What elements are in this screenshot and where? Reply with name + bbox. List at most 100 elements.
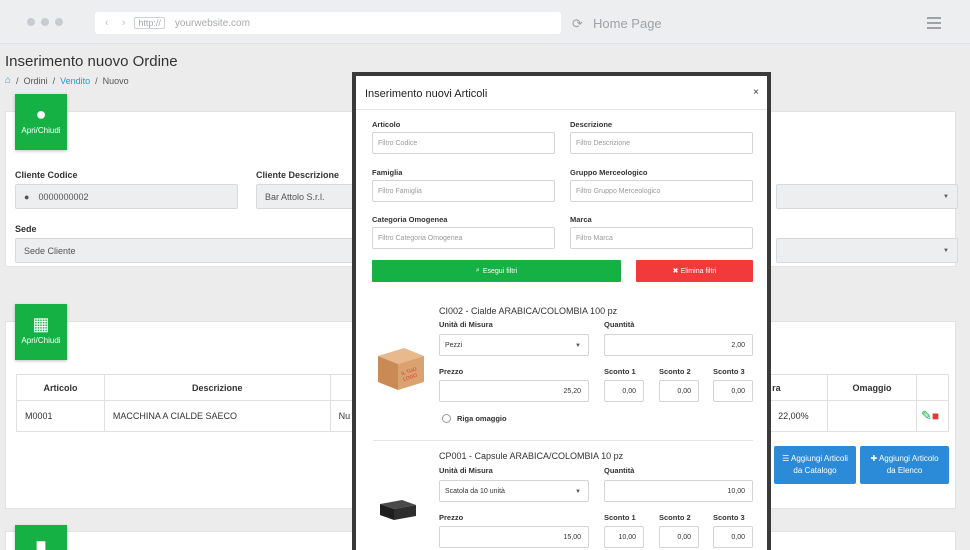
descrizione-label: Descrizione [570,120,613,129]
riga-omaggio-radio[interactable] [442,414,451,423]
famiglia-filter-input[interactable]: Filtro Famiglia [372,180,555,202]
plus-icon: ✚ [870,454,879,463]
prezzo-label: Prezzo [439,513,464,522]
product-title: CI002 - Cialde ARABICA/COLOMBIA 100 pz [439,306,618,316]
prezzo-input[interactable]: 25,20 [439,380,589,402]
nav-arrows-icon[interactable]: ‹ › [105,17,131,29]
chevron-down-icon: ▼ [575,489,581,495]
sede-select[interactable]: Sede Cliente [15,238,355,263]
page-title: Inserimento nuovo Ordine [5,53,178,70]
gruppo-label: Gruppo Merceologico [570,168,648,177]
sede-label: Sede [15,224,37,234]
window-dot[interactable] [27,18,35,26]
browser-toolbar: ‹ › http:// yourwebsite.com ⟳ Home Page [0,0,970,44]
black-box-icon [380,500,416,520]
sede-select-right[interactable]: ▼ [776,238,958,263]
sconto2-label: Sconto 2 [659,367,691,376]
cell-sconto: 22,00% [769,400,829,432]
edit-icon[interactable]: ✎ [920,408,932,423]
address-bar[interactable]: ‹ › http:// yourwebsite.com [95,12,561,34]
cliente-descrizione-label: Cliente Descrizione [256,170,340,180]
home-icon[interactable]: ⌂ [5,75,12,86]
col-omaggio: Omaggio [827,374,917,401]
sconto2-label: Sconto 2 [659,513,691,522]
gruppo-filter-input[interactable]: Filtro Gruppo Merceologico [570,180,753,202]
prezzo-label: Prezzo [439,367,464,376]
cell-articolo: M0001 [16,400,105,432]
cliente-codice-label: Cliente Codice [15,170,78,180]
col-articolo: Articolo [16,374,105,401]
breadcrumb-vendito[interactable]: Vendito [60,75,91,86]
search-icon: ⌕ [475,267,480,274]
elimina-filtri-button[interactable]: ✖ Elimina filtri [636,260,753,282]
col-sconto: ra [769,374,829,401]
product-title: CP001 - Capsule ARABICA/COLOMBIA 10 pz [439,451,624,461]
sconto1-input[interactable]: 10,00 [604,526,644,548]
delete-icon[interactable]: ■ [931,409,940,423]
aggiungi-elenco-button[interactable]: ✚ Aggiungi Articolo da Elenco [860,446,949,484]
riga-omaggio-label: Riga omaggio [457,414,507,423]
descrizione-filter-input[interactable]: Filtro Descrizione [570,132,753,154]
um-label: Unità di Misura [439,320,493,329]
sconto3-input[interactable]: 0,00 [713,380,753,402]
sconto2-input[interactable]: 0,00 [659,526,699,548]
protocol-badge: http:// [134,17,165,29]
customer-select[interactable]: ▼ [776,184,958,209]
cell-descrizione: MACCHINA A CIALDE SAECO [103,400,331,432]
articles-toggle-button[interactable]: ▦ Apri/Chiudi [15,304,67,360]
quantita-input[interactable]: 2,00 [604,334,753,356]
breadcrumb: ⌂ / Ordini / Vendito / Nuovo [5,75,129,86]
sconto1-label: Sconto 1 [604,513,636,522]
chevron-down-icon: ▼ [575,343,581,349]
breadcrumb-nuovo: Nuovo [102,75,129,86]
sconto1-input[interactable]: 0,00 [604,380,644,402]
cardboard-box-icon [378,348,424,390]
reload-icon[interactable]: ⟳ [572,16,583,31]
customer-toggle-button[interactable]: ● Apri/Chiudi [15,94,67,150]
window-dot[interactable] [55,18,63,26]
um-select[interactable]: Pezzi ▼ [439,334,589,356]
home-page-link[interactable]: Home Page [593,16,662,31]
sconto3-label: Sconto 3 [713,367,745,376]
marca-filter-input[interactable]: Filtro Marca [570,227,753,249]
quantita-label: Quantità [604,466,635,475]
window-controls [27,18,63,26]
url-text[interactable]: yourwebsite.com [174,17,250,29]
esegui-filtri-button[interactable]: ⌕ Esegui filtri [372,260,621,282]
categoria-filter-input[interactable]: Filtro Categoria Omogenea [372,227,555,249]
sconto1-label: Sconto 1 [604,367,636,376]
quantita-label: Quantità [604,320,635,329]
chevron-down-icon: ▼ [943,194,949,200]
col-actions [915,374,950,401]
aggiungi-catalogo-button[interactable]: ☰ Aggiungi Articoli da Catalogo [774,446,856,484]
window-dot[interactable] [41,18,49,26]
sconto3-label: Sconto 3 [713,513,745,522]
modal-header: Inserimento nuovi Articoli × [356,76,767,110]
breadcrumb-ordini[interactable]: Ordini [23,75,48,86]
boxes-icon: ▦ [32,314,50,334]
user-icon: ● [35,104,47,124]
cliente-descrizione-field[interactable]: Bar Attolo S.r.l. [256,184,356,209]
product-divider [373,440,753,441]
prezzo-input[interactable]: 15,00 [439,526,589,548]
sconto3-input[interactable]: 0,00 [713,526,753,548]
menu-icon[interactable] [927,17,941,32]
cell-omaggio [827,400,917,432]
sconto2-input[interactable]: 0,00 [659,380,699,402]
chevron-down-icon: ▼ [943,248,949,254]
user-icon: ● [24,191,30,202]
col-descrizione: Descrizione [103,374,331,401]
articolo-label: Articolo [372,120,401,129]
articolo-filter-input[interactable]: Filtro Codice [372,132,555,154]
close-icon: ✖ [672,268,679,275]
cliente-codice-field[interactable]: ● 0000000002 [15,184,238,209]
modal-title: Inserimento nuovi Articoli [365,88,488,100]
third-toggle-button[interactable]: ■ [15,525,67,550]
product-image [376,496,420,526]
cell-actions: ✎■ [915,400,950,432]
marca-label: Marca [570,215,592,224]
um-select[interactable]: Scatola da 10 unità ▼ [439,480,589,502]
close-icon[interactable]: × [753,87,759,98]
quantita-input[interactable]: 10,00 [604,480,753,502]
categoria-label: Categoria Omogenea [372,215,448,224]
